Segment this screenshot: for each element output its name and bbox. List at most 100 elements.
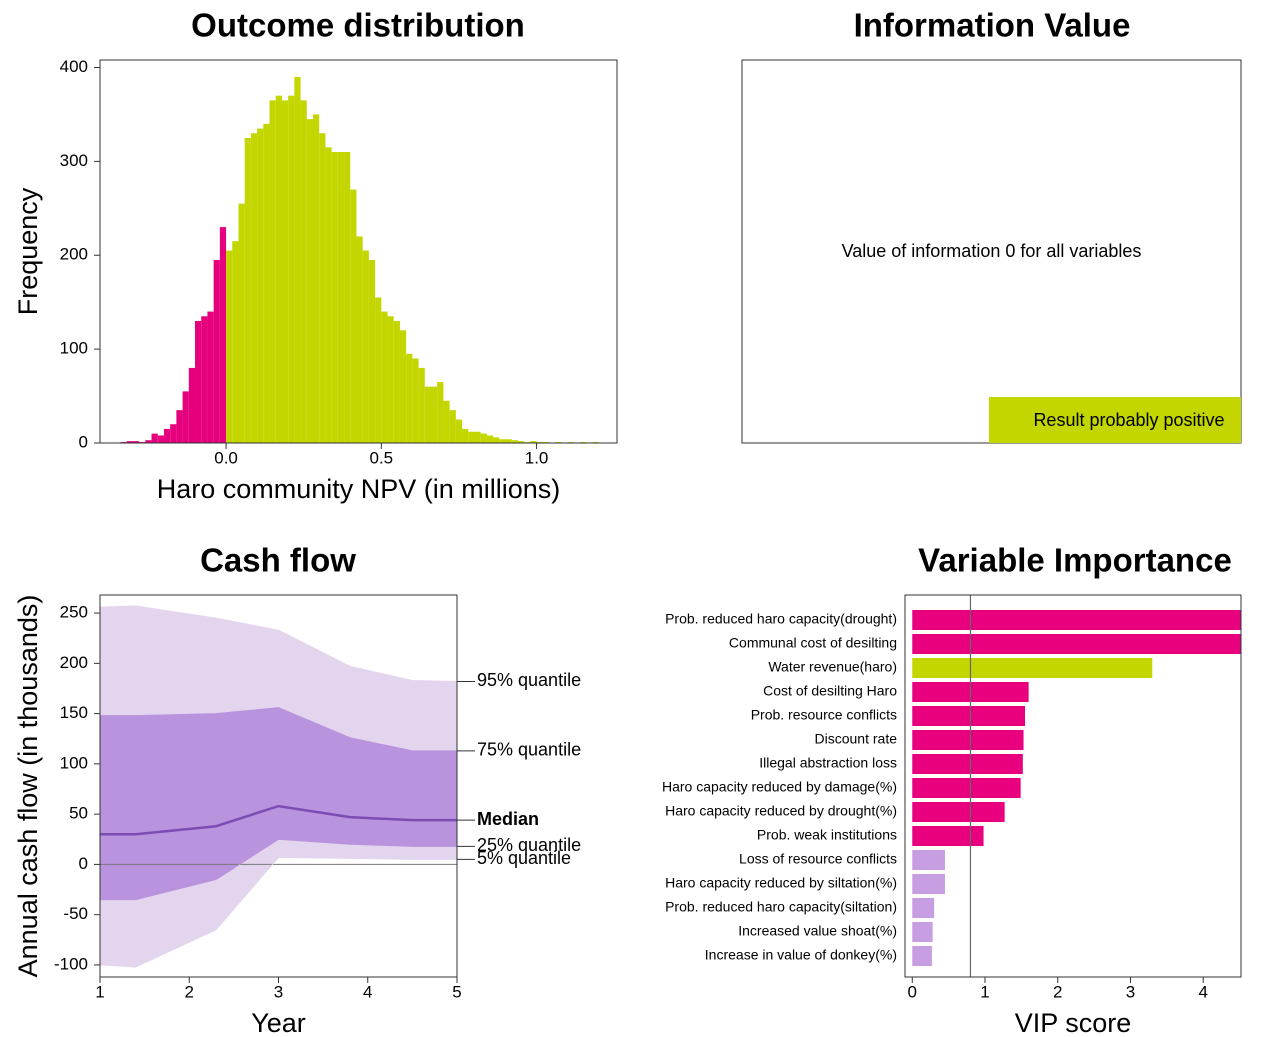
bar (912, 706, 1025, 726)
bar (912, 850, 945, 870)
histogram-bar (511, 440, 518, 443)
plot-frame (99, 59, 618, 444)
x-tick-label: 3 (274, 982, 283, 1001)
series-label: 95% quantile (477, 670, 581, 690)
y-tick-label: 0 (79, 432, 88, 451)
histogram-bar (188, 367, 196, 443)
bar (912, 802, 1005, 822)
result-badge (989, 397, 1241, 443)
quantile-band (100, 707, 457, 900)
category-label: Prob. reduced haro capacity(siltation) (665, 899, 897, 915)
quantile-line (99, 605, 458, 682)
bar (912, 826, 984, 846)
histogram-bar (238, 203, 245, 443)
histogram-bar (462, 428, 469, 443)
bar (912, 898, 935, 918)
histogram-bar (331, 151, 338, 443)
histogram-bar (300, 100, 307, 443)
chart-title: Information Value (854, 7, 1131, 44)
histogram-bar (151, 433, 158, 443)
bar (912, 634, 1241, 654)
x-tick-label: 5 (452, 982, 461, 1001)
histogram-bar (362, 250, 369, 443)
x-axis-title: Year (251, 1008, 306, 1037)
y-tick-label: 50 (69, 804, 88, 823)
histogram-bar (250, 133, 258, 443)
series-label: 5% quantile (477, 848, 571, 868)
histogram-bar (294, 76, 301, 443)
histogram-bar (337, 151, 345, 443)
histogram-bar (195, 320, 202, 443)
histogram-bar (530, 441, 537, 443)
histogram-bar (480, 433, 487, 443)
histogram-bar (325, 147, 332, 444)
histogram-bar (170, 424, 177, 443)
histogram-bar (219, 227, 227, 443)
bar (912, 946, 932, 966)
category-label: Discount rate (815, 731, 898, 747)
x-tick-label: 0 (908, 982, 917, 1001)
chart-title: Outcome distribution (191, 7, 525, 44)
y-tick-label: -100 (54, 954, 88, 973)
category-label: Loss of resource conflicts (739, 851, 897, 867)
x-tick-label: 1 (95, 982, 104, 1001)
histogram-bar (313, 114, 320, 443)
histogram-bar (493, 437, 500, 443)
category-label: Cost of desilting Haro (763, 683, 897, 699)
category-label: Water revenue(haro) (768, 659, 897, 675)
histogram-bar (431, 386, 438, 443)
x-tick-label: 2 (1053, 982, 1062, 1001)
histogram-bar (375, 297, 382, 443)
category-label: Illegal abstraction loss (759, 755, 897, 771)
histogram-bar (406, 353, 413, 443)
x-tick-label: 0.5 (370, 448, 394, 467)
median-line (100, 804, 457, 836)
bar (912, 730, 1024, 750)
series-label: 75% quantile (477, 740, 581, 760)
histogram-bar (474, 431, 481, 443)
histogram-bar (393, 320, 400, 443)
category-label: Haro capacity reduced by damage(%) (662, 779, 897, 795)
histogram-bar (368, 259, 376, 443)
histogram-bar (207, 311, 214, 443)
x-tick-label: 3 (1126, 982, 1135, 1001)
category-label: Haro capacity reduced by siltation(%) (665, 875, 897, 891)
histogram-bar (157, 435, 164, 443)
histogram-bar (269, 100, 276, 443)
histogram-bar (418, 367, 425, 443)
bar (912, 922, 933, 942)
histogram-bar (399, 330, 407, 443)
quantile-line (100, 707, 457, 752)
histogram-bar (263, 123, 270, 443)
y-tick-label: -50 (63, 904, 88, 923)
histogram-bar (499, 439, 506, 443)
histogram-bar (176, 410, 183, 443)
bar (912, 610, 1241, 630)
plot-frame (904, 594, 1242, 978)
chart-title: Cash flow (200, 542, 356, 579)
y-tick-label: 200 (60, 245, 88, 264)
histogram-bar (288, 95, 295, 443)
y-tick-label: 100 (60, 753, 88, 772)
result-badge-label: Result probably positive (1033, 410, 1224, 430)
category-label: Increase in value of donkey(%) (705, 947, 897, 963)
histogram-bar (381, 311, 388, 443)
histogram-bar (132, 441, 140, 443)
category-label: Prob. reduced haro capacity(drought) (665, 611, 897, 627)
bar (912, 754, 1023, 774)
histogram-bar (201, 316, 208, 443)
histogram-bar (356, 236, 363, 443)
histogram-bar (244, 137, 251, 443)
x-tick-label: 0.0 (214, 448, 238, 467)
histogram-bar (257, 128, 264, 443)
chart-title: Variable Importance (918, 542, 1232, 579)
x-tick-label: 1.0 (525, 448, 549, 467)
y-tick-label: 300 (60, 151, 88, 170)
histogram-bar (505, 439, 512, 443)
histogram-bar (182, 391, 189, 443)
histogram-bar (350, 189, 357, 443)
y-axis-title: Annual cash flow (in thousands) (13, 595, 43, 978)
bar (912, 658, 1153, 678)
